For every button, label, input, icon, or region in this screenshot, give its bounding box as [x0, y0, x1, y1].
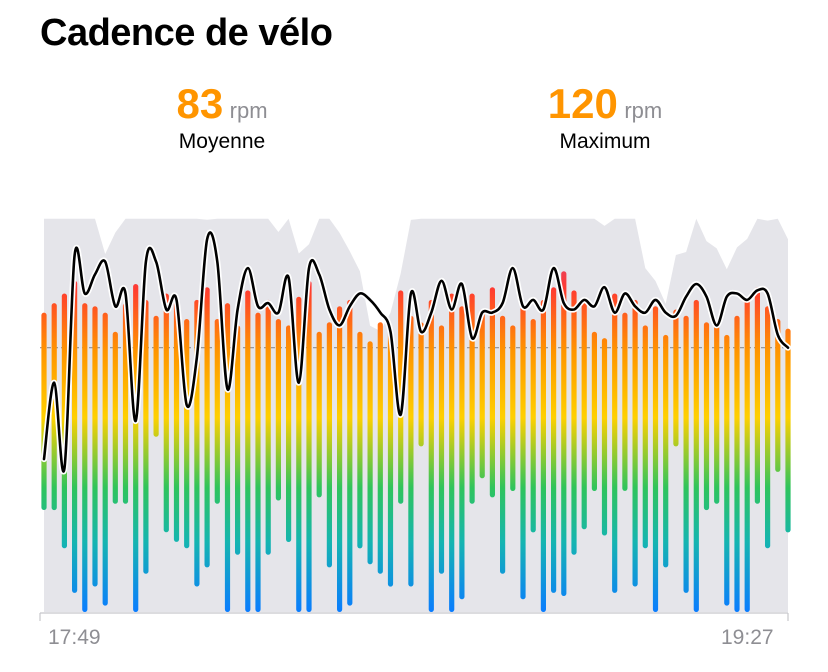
- cadence-bar: [734, 315, 740, 612]
- average-cadence-line: [42, 231, 790, 473]
- cadence-bar: [663, 334, 669, 568]
- cadence-bar: [326, 322, 332, 568]
- cadence-bar: [286, 325, 292, 542]
- cadence-bar: [449, 293, 455, 612]
- cadence-bar: [316, 331, 322, 498]
- cadence-bar: [255, 312, 261, 612]
- cadence-bar: [520, 306, 526, 600]
- cadence-bar: [642, 325, 648, 549]
- cadence-bar: [387, 328, 394, 587]
- cadence-bar: [337, 306, 343, 612]
- cadence-bar: [744, 299, 750, 612]
- cadence-bar: [622, 312, 628, 491]
- cadence-bar: [551, 287, 557, 593]
- cadence-bar: [143, 299, 149, 574]
- maximum-value: 120: [547, 80, 618, 127]
- cadence-bar: [703, 322, 710, 511]
- cadence-bar: [724, 334, 730, 606]
- cadence-bar: [591, 331, 597, 491]
- cadence-bar: [418, 322, 424, 447]
- cadence-bar: [51, 303, 57, 511]
- maximum-label: Maximum: [559, 130, 651, 153]
- cadence-bar: [235, 325, 241, 555]
- maximum-unit: rpm: [624, 98, 663, 123]
- cadence-bar: [153, 315, 159, 437]
- cadence-bar: [612, 293, 618, 593]
- cadence-bar: [581, 303, 587, 530]
- maximum-stat: 120 rpm Maximum: [530, 80, 680, 154]
- cadence-bar: [765, 306, 771, 549]
- x-label-start: 17:49: [48, 626, 101, 649]
- cadence-bar: [306, 280, 312, 612]
- cadence-bar: [479, 309, 485, 479]
- cadence-bar: [785, 328, 791, 533]
- page-title: Cadence de vélo: [40, 12, 333, 54]
- cadence-bar: [367, 341, 373, 565]
- cadence-bar: [438, 325, 445, 574]
- cadence-bar: [489, 287, 495, 498]
- average-label: Moyenne: [178, 130, 266, 153]
- cadence-bar: [754, 287, 760, 504]
- cadence-bar: [428, 299, 434, 612]
- cadence-bar: [459, 306, 465, 600]
- cadence-bar: [357, 331, 363, 549]
- cadence-bar: [133, 284, 139, 612]
- cadence-bar: [92, 306, 98, 587]
- cadence-bar: [122, 303, 129, 504]
- cadence-bar: [510, 325, 516, 491]
- x-label-end: 19:27: [721, 626, 774, 649]
- cadence-bar: [500, 315, 506, 574]
- cadence-bar: [530, 319, 536, 533]
- cadence-bar: [714, 325, 720, 504]
- cadence-bar: [173, 296, 180, 542]
- cadence-bar: [601, 338, 608, 536]
- cadence-bar: [377, 322, 383, 574]
- cadence-bar: [112, 331, 118, 504]
- cadence-bar: [347, 299, 353, 606]
- cadence-bar: [408, 315, 414, 587]
- cadence-bar: [632, 299, 638, 587]
- cadence-bar: [561, 271, 567, 596]
- cadence-bar: [82, 303, 88, 612]
- average-stat: 83 rpm Moyenne: [152, 80, 292, 154]
- cadence-bar: [693, 299, 699, 612]
- cadence-bar: [184, 319, 190, 549]
- cadence-bar: [214, 319, 220, 504]
- cadence-bar: [469, 293, 475, 504]
- cadence-bar: [652, 306, 659, 612]
- cadence-bar: [204, 287, 210, 568]
- cadence-bar: [265, 299, 271, 555]
- average-value: 83: [176, 80, 224, 127]
- cadence-bar: [102, 312, 108, 606]
- cadence-bar: [571, 290, 577, 555]
- cadence-bar: [540, 299, 546, 612]
- cadence-bar: [775, 319, 781, 472]
- cadence-bar: [41, 312, 47, 510]
- cadence-bar: [245, 290, 251, 612]
- cadence-bar: [275, 319, 281, 501]
- cadence-bar: [673, 309, 679, 447]
- cadence-bar: [163, 293, 169, 533]
- cadence-bar: [72, 280, 78, 593]
- cadence-bar: [683, 315, 689, 593]
- average-unit: rpm: [229, 98, 268, 123]
